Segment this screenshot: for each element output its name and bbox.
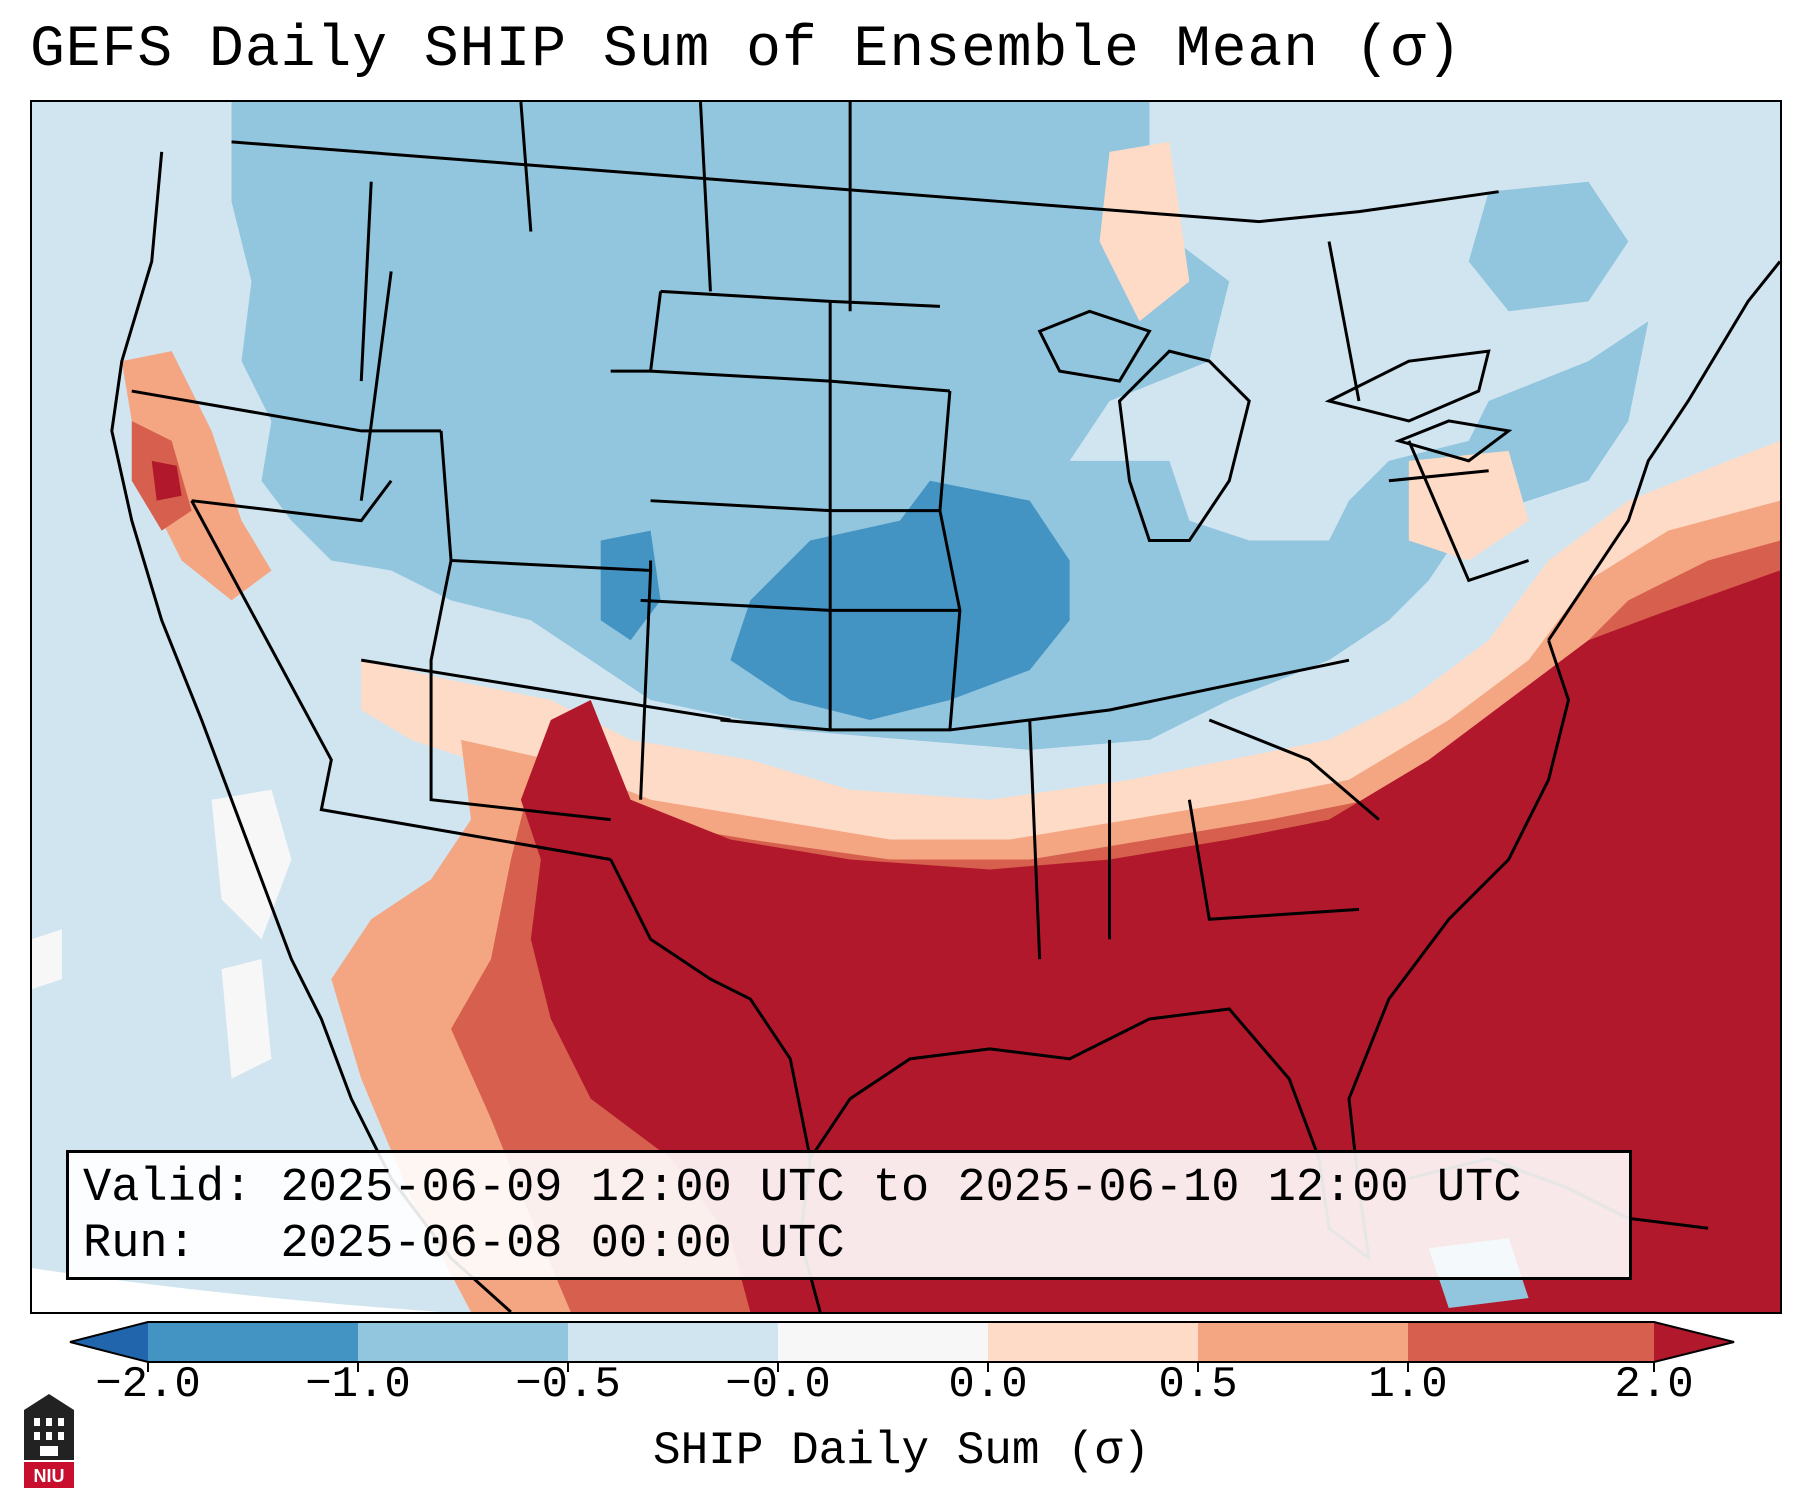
colorbar-segments	[70, 1322, 1734, 1372]
colorbar-segment	[988, 1322, 1198, 1362]
colorbar-extend-high	[1654, 1322, 1734, 1362]
colorbar-tick-label: −0.5	[515, 1360, 621, 1410]
svg-text:NIU: NIU	[34, 1466, 65, 1486]
map-panel	[30, 100, 1782, 1314]
run-line: Run: 2025-06-08 00:00 UTC	[83, 1217, 1615, 1273]
colorbar-outline	[69, 1321, 1735, 1363]
colorbar-tick-label: 0.0	[948, 1360, 1028, 1410]
valid-value: 2025-06-09 12:00 UTC to 2025-06-10 12:00…	[280, 1162, 1522, 1215]
colorbar	[69, 1321, 1735, 1372]
colorbar-segment	[1198, 1322, 1408, 1362]
colorbar-segment	[778, 1322, 988, 1362]
colorbar-segment	[358, 1322, 568, 1362]
colorbar-label: SHIP Daily Sum (σ)	[653, 1425, 1150, 1477]
niu-logo: NIU	[24, 1394, 74, 1488]
colorbar-tick-label: −1.0	[305, 1360, 411, 1410]
colorbar-tick-label: 2.0	[1614, 1360, 1694, 1410]
colorbar-ticks: −2.0 −1.0 −0.5 −0.0 0.0 0.5 1.0 2.0	[0, 1360, 1803, 1420]
valid-run-info-box: Valid: 2025-06-09 12:00 UTC to 2025-06-1…	[66, 1150, 1632, 1280]
region-strong-negative	[730, 480, 1070, 720]
colorbar-segment	[1408, 1322, 1654, 1362]
region-extreme-positive	[520, 570, 1780, 1312]
colorbar-tick-label: −0.0	[725, 1360, 831, 1410]
run-label: Run:	[83, 1218, 196, 1271]
run-value: 2025-06-08 00:00 UTC	[280, 1218, 845, 1271]
political-boundaries	[131, 102, 1530, 960]
colorbar-extend-low	[70, 1322, 148, 1362]
colorbar-tick-label: 1.0	[1368, 1360, 1448, 1410]
valid-label: Valid:	[83, 1162, 253, 1215]
region-moderate-negative	[231, 102, 1649, 750]
projection-edge	[32, 1268, 442, 1312]
colorbar-tick-label: 0.5	[1158, 1360, 1238, 1410]
colorbar-tick-label: −2.0	[95, 1360, 201, 1410]
ship-map	[32, 102, 1780, 1312]
colorbar-segment	[148, 1322, 358, 1362]
valid-line: Valid: 2025-06-09 12:00 UTC to 2025-06-1…	[83, 1161, 1615, 1217]
colorbar-segment	[568, 1322, 778, 1362]
chart-title: GEFS Daily SHIP Sum of Ensemble Mean (σ)	[30, 18, 1463, 83]
